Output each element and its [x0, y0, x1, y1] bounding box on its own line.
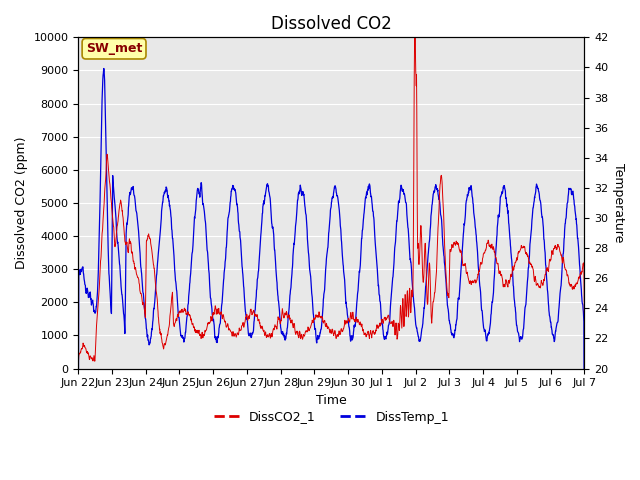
- X-axis label: Time: Time: [316, 394, 347, 407]
- Legend: DissCO2_1, DissTemp_1: DissCO2_1, DissTemp_1: [209, 406, 454, 429]
- Title: Dissolved CO2: Dissolved CO2: [271, 15, 392, 33]
- Y-axis label: Temperature: Temperature: [612, 163, 625, 242]
- Y-axis label: Dissolved CO2 (ppm): Dissolved CO2 (ppm): [15, 137, 28, 269]
- Text: SW_met: SW_met: [86, 42, 142, 55]
